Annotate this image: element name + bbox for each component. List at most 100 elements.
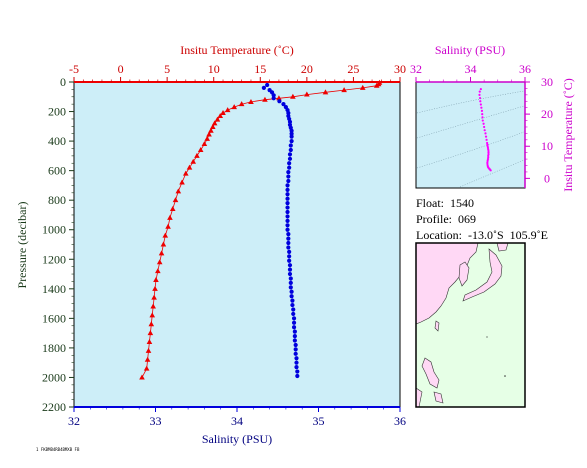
temperature-tick-label: 20 xyxy=(301,62,313,76)
ts-diagram: 32 34 36 0 10 20 30 Salinity (PSU) Insitu Tem… xyxy=(410,43,575,192)
temperature-point xyxy=(179,179,185,185)
temperature-point xyxy=(304,91,310,97)
temperature-tick-label: 25 xyxy=(347,62,359,76)
location-map xyxy=(415,242,526,408)
ts-density-contour xyxy=(459,159,525,188)
salinity-tick-label: 33 xyxy=(150,414,162,428)
ts-point xyxy=(487,151,490,154)
salinity-point xyxy=(292,333,297,339)
ts-point xyxy=(483,129,486,132)
pressure-axis-title: Pressure (decibar) xyxy=(15,202,29,289)
profile-plot-area xyxy=(73,81,401,408)
temperature-point xyxy=(147,330,154,336)
salinity-point xyxy=(286,174,291,179)
profile-number-label: Profile: 069 xyxy=(416,212,476,226)
temperature-point xyxy=(152,285,158,291)
temperature-tick-label: 5 xyxy=(164,62,170,76)
temperature-point xyxy=(165,223,171,229)
salinity-point xyxy=(287,267,293,272)
ts-point xyxy=(484,135,488,138)
ts-density-contour xyxy=(416,105,525,139)
temperature-axis-title: Insitu Temperature (˚C) xyxy=(180,43,294,57)
temperature-point xyxy=(160,241,167,247)
ts-point xyxy=(481,113,484,116)
salinity-point xyxy=(291,316,297,321)
temperature-point xyxy=(201,141,208,147)
ts-point xyxy=(483,125,486,129)
temperature-point xyxy=(276,95,282,101)
temperature-point xyxy=(155,268,161,274)
salinity-point xyxy=(287,165,292,170)
ts-density-contour xyxy=(416,131,525,169)
temperature-point xyxy=(217,112,224,118)
ts-temperature-tick-label: 30 xyxy=(541,75,553,89)
temperature-point xyxy=(167,214,173,220)
map-land-taiwan xyxy=(434,320,440,332)
ts-salinity-ticks: 32 34 36 xyxy=(410,62,531,82)
salinity-point xyxy=(287,161,292,166)
salinity-point xyxy=(285,201,290,206)
ts-point xyxy=(478,96,482,100)
salinity-point xyxy=(293,342,298,348)
temperature-point xyxy=(238,101,245,107)
salinity-point xyxy=(271,93,276,98)
salinity-point xyxy=(285,218,290,223)
ts-point xyxy=(479,87,482,91)
temperature-point xyxy=(190,158,197,164)
temperature-points xyxy=(139,79,383,380)
temperature-tick-label: 10 xyxy=(208,62,220,76)
temperature-point xyxy=(206,131,212,137)
salinity-points xyxy=(261,82,300,379)
temperature-ticks: -5 0 5 10 15 20 25 30 xyxy=(69,62,406,82)
ts-point xyxy=(489,169,492,172)
pressure-tick-label: 400 xyxy=(48,134,66,148)
temperature-point xyxy=(145,347,152,353)
temperature-point xyxy=(211,120,218,126)
ts-point xyxy=(486,161,489,164)
ts-salinity-tick-label: 32 xyxy=(410,62,422,76)
ts-point xyxy=(484,132,487,135)
ts-salinity-title: Salinity (PSU) xyxy=(435,43,505,57)
salinity-tick-label: 35 xyxy=(313,414,325,428)
pressure-tick-label: 800 xyxy=(48,193,66,207)
salinity-point xyxy=(289,134,294,139)
ts-temperature-title: Insitu Temperature (˚C) xyxy=(561,78,575,192)
salinity-point xyxy=(288,285,293,290)
ts-temperature-ticks: 0 10 20 30 xyxy=(525,75,553,185)
temperature-point xyxy=(322,89,329,95)
temperature-point xyxy=(150,303,156,309)
map-land-korea xyxy=(458,261,470,287)
salinity-point xyxy=(293,351,298,356)
salinity-point xyxy=(287,271,293,277)
salinity-point xyxy=(293,347,298,352)
ts-temperature-tick-label: 0 xyxy=(544,171,550,185)
temperature-point xyxy=(153,276,159,282)
salinity-point xyxy=(294,356,299,361)
temperature-point xyxy=(172,197,179,203)
salinity-point xyxy=(287,263,293,268)
salinity-point xyxy=(287,254,292,259)
ts-point xyxy=(481,116,484,119)
ts-plot-area xyxy=(415,81,526,189)
temperature-point xyxy=(175,188,182,194)
pressure-tick-label: 200 xyxy=(48,105,66,119)
salinity-point xyxy=(294,360,299,365)
salinity-point xyxy=(261,85,266,91)
salinity-point xyxy=(285,214,290,219)
temperature-point xyxy=(262,96,268,102)
salinity-point xyxy=(291,320,297,325)
salinity-point xyxy=(277,99,282,104)
salinity-point xyxy=(290,302,295,308)
temperature-point xyxy=(290,93,296,99)
ts-point xyxy=(479,103,482,106)
ts-point xyxy=(485,138,488,141)
temperature-tick-label: 15 xyxy=(254,62,266,76)
temperature-point xyxy=(146,339,153,344)
salinity-point xyxy=(290,298,295,303)
temperature-point xyxy=(214,116,221,122)
salinity-point xyxy=(288,276,293,281)
salinity-point xyxy=(289,128,294,133)
temperature-point xyxy=(186,164,193,170)
temperature-point xyxy=(209,124,216,130)
